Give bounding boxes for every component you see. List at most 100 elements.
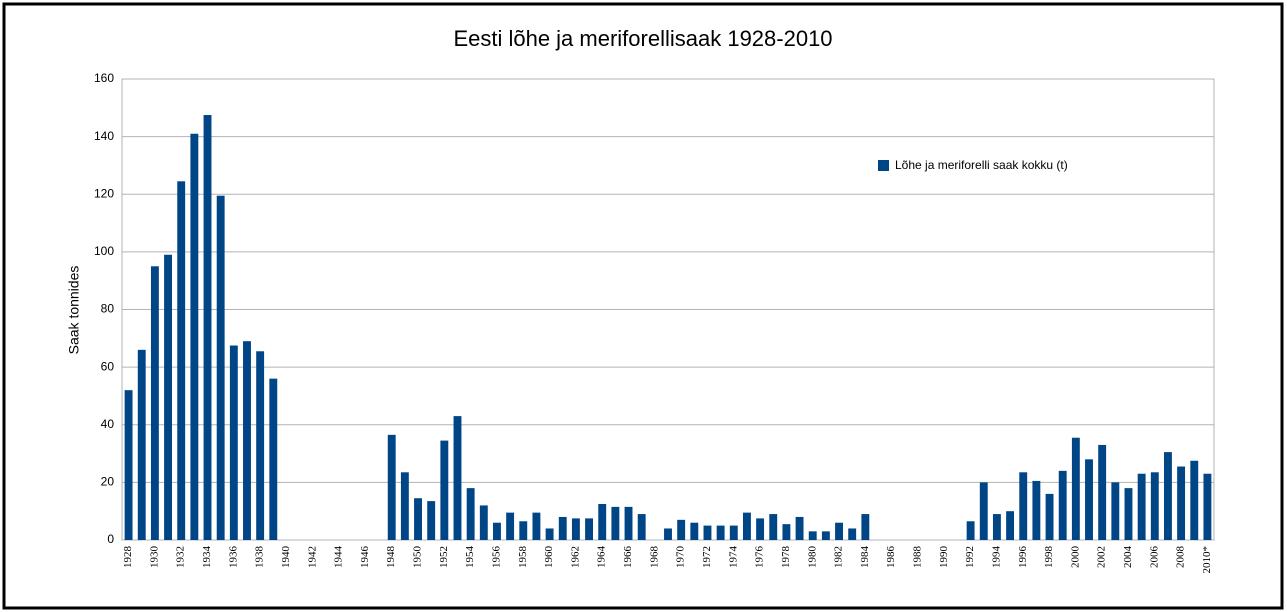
x-tick-label: 1952 [438, 546, 450, 568]
x-tick-label: 1962 [569, 546, 581, 568]
x-tick-label: 1972 [701, 546, 713, 568]
x-tick-label: 1988 [912, 546, 924, 569]
bar [203, 115, 212, 540]
bar [150, 266, 159, 540]
bar [1098, 444, 1107, 540]
bar [1177, 466, 1186, 540]
bar [1006, 511, 1015, 540]
x-tick-label: 1978 [780, 546, 792, 569]
bar [848, 528, 857, 540]
x-tick-label: 1974 [727, 546, 739, 569]
bar [571, 518, 580, 540]
bar [558, 516, 567, 540]
bar [1032, 480, 1041, 540]
bar [1085, 459, 1093, 540]
x-tick-label: 1930 [148, 546, 160, 569]
bar [216, 195, 225, 541]
bar [1190, 460, 1199, 540]
bar [598, 503, 607, 540]
bar [769, 514, 778, 540]
bar [440, 440, 449, 540]
chart-title: Eesti lõhe ja meriforellisaak 1928-2010 [453, 26, 832, 51]
bar [256, 351, 265, 540]
y-tick-label: 0 [107, 532, 114, 546]
x-tick-label: 1938 [254, 546, 266, 569]
bar [124, 390, 133, 540]
y-tick-label: 40 [101, 417, 115, 431]
bar [624, 506, 633, 540]
x-tick-label: 1946 [359, 546, 371, 569]
bar [190, 133, 199, 540]
bar [1203, 473, 1212, 540]
bar [1150, 472, 1159, 540]
x-tick-label: 2006 [1148, 546, 1160, 569]
x-tick-label: 1928 [122, 546, 134, 569]
bar [532, 512, 541, 540]
bar [269, 378, 278, 540]
bar [611, 506, 620, 540]
x-tick-label: 1986 [885, 546, 897, 569]
bar [137, 349, 146, 540]
x-tick-label: 1976 [754, 546, 766, 569]
x-tick-label: 1992 [964, 546, 976, 568]
x-tick-label: 1954 [464, 546, 476, 569]
x-tick-label: 2010* [1201, 546, 1213, 574]
x-tick-label: 1932 [175, 546, 187, 568]
legend-swatch [878, 160, 889, 171]
bar [992, 514, 1001, 540]
bar [690, 522, 699, 540]
y-tick-label: 140 [94, 129, 114, 143]
bar [479, 505, 488, 540]
y-tick-label: 20 [101, 475, 115, 489]
bar [742, 512, 751, 540]
x-tick-label: 1980 [806, 546, 818, 569]
bar [1071, 437, 1080, 540]
x-tick-label: 1956 [490, 546, 502, 569]
y-axis-label: Saak tonnides [66, 266, 82, 355]
bar [637, 514, 646, 540]
bar [1164, 452, 1172, 540]
bar [782, 524, 791, 540]
x-tick-label: 2008 [1175, 546, 1187, 569]
bar [519, 521, 528, 540]
bar [835, 522, 843, 540]
x-tick-label: 1940 [280, 546, 292, 569]
bar [1019, 472, 1028, 540]
x-tick-label: 1934 [201, 546, 213, 569]
x-tick-label: 1964 [596, 546, 608, 569]
bar [427, 501, 436, 540]
bar [703, 525, 712, 540]
legend-label: Lõhe ja meriforelli saak kokku (t) [895, 158, 1068, 172]
bar [1058, 470, 1067, 540]
bar [677, 519, 686, 540]
bar [545, 528, 554, 540]
bar [1111, 482, 1120, 540]
bar [1124, 488, 1133, 540]
bar [664, 528, 672, 540]
x-tick-label: 1968 [648, 546, 660, 569]
x-tick-label: 1994 [990, 546, 1002, 569]
x-tick-label: 1950 [412, 546, 424, 569]
bar [979, 482, 988, 540]
bar [229, 345, 238, 540]
x-tick-label: 2004 [1122, 546, 1134, 569]
x-tick-label: 1998 [1043, 546, 1055, 569]
bar [400, 472, 409, 540]
bar [966, 521, 975, 540]
x-tick-label: 1960 [543, 546, 555, 569]
x-tick-label: 1942 [306, 546, 318, 568]
x-tick-label: 1970 [675, 546, 687, 569]
x-tick-label: 1984 [859, 546, 871, 569]
x-tick-label: 1966 [622, 546, 634, 569]
bar [1137, 473, 1146, 540]
x-tick-label: 1944 [333, 546, 345, 569]
bar [1045, 493, 1054, 540]
y-tick-label: 60 [101, 359, 115, 373]
x-tick-label: 2000 [1069, 546, 1081, 569]
x-tick-label: 2002 [1096, 546, 1108, 568]
bar [506, 512, 515, 540]
bar [387, 434, 396, 540]
bar [177, 181, 186, 541]
x-tick-label: 1990 [938, 546, 950, 569]
